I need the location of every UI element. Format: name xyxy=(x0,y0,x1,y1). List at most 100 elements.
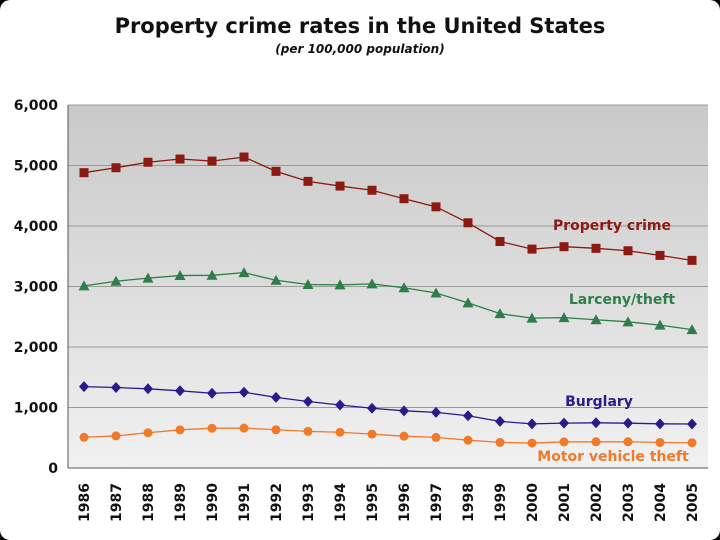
x-tick-label: 2001 xyxy=(557,483,573,522)
series-property-crime xyxy=(79,152,697,265)
data-point xyxy=(207,423,217,433)
data-point xyxy=(687,255,697,265)
series-label: Larceny/theft xyxy=(569,292,676,308)
data-point xyxy=(623,417,633,429)
y-axis: 0 1,000 2,000 3,000 4,000 5,000 6,000 xyxy=(14,98,69,477)
x-tick-label: 2004 xyxy=(653,483,669,522)
x-tick-label: 1996 xyxy=(397,483,413,522)
data-point xyxy=(527,438,537,448)
x-tick-label: 1991 xyxy=(237,483,253,522)
data-point xyxy=(270,274,282,285)
data-point xyxy=(399,194,409,204)
data-point xyxy=(335,399,345,411)
data-point xyxy=(303,396,313,408)
x-tick-label: 1992 xyxy=(269,483,285,522)
data-point xyxy=(591,417,601,429)
data-point xyxy=(431,432,441,442)
x-tick-label: 1990 xyxy=(205,483,221,522)
data-point xyxy=(334,279,346,290)
data-point xyxy=(686,324,698,335)
data-point xyxy=(143,157,153,167)
data-point xyxy=(206,269,218,280)
data-point xyxy=(79,168,89,178)
data-point xyxy=(431,406,441,418)
data-point xyxy=(559,242,569,252)
data-point xyxy=(110,275,122,286)
data-point xyxy=(78,280,90,291)
data-point xyxy=(559,417,569,429)
data-point xyxy=(590,314,602,325)
x-tick-label: 2005 xyxy=(685,483,701,522)
y-tick-label: 1,000 xyxy=(14,401,59,417)
data-point xyxy=(271,425,281,435)
data-point xyxy=(399,405,409,417)
data-point xyxy=(271,166,281,176)
data-point xyxy=(591,243,601,253)
data-point xyxy=(431,202,441,212)
x-tick-label: 1993 xyxy=(301,483,317,522)
data-point xyxy=(366,278,378,289)
data-point xyxy=(239,423,249,433)
data-point xyxy=(79,432,89,442)
data-point xyxy=(494,308,506,319)
data-point xyxy=(367,402,377,414)
data-point xyxy=(655,250,665,260)
data-point xyxy=(526,312,538,323)
x-tick-label: 1994 xyxy=(333,483,349,522)
y-tick-label: 6,000 xyxy=(14,98,59,114)
data-point xyxy=(239,386,249,398)
series-larceny-theft xyxy=(78,267,698,335)
data-point xyxy=(623,437,633,447)
data-point xyxy=(399,431,409,441)
data-point xyxy=(655,418,665,430)
x-tick-label: 1989 xyxy=(173,483,189,522)
series-line xyxy=(83,271,693,331)
data-point xyxy=(335,427,345,437)
chart-subtitle: (per 100,000 population) xyxy=(275,42,445,56)
data-point xyxy=(591,437,601,447)
x-tick-label: 1997 xyxy=(429,483,445,522)
y-tick-label: 4,000 xyxy=(14,219,59,235)
x-tick-label: 2003 xyxy=(621,483,637,522)
data-point xyxy=(462,297,474,308)
data-point xyxy=(175,425,185,435)
series-label: Motor vehicle theft xyxy=(537,449,689,465)
data-point xyxy=(527,244,537,254)
x-tick-label: 1987 xyxy=(109,483,125,522)
series-label: Burglary xyxy=(565,394,633,410)
data-point xyxy=(207,156,217,166)
x-tick-label: 1999 xyxy=(493,483,509,522)
chart-title: Property crime rates in the United State… xyxy=(114,14,606,38)
data-point xyxy=(111,431,121,441)
data-point xyxy=(463,218,473,228)
data-point xyxy=(558,312,570,323)
data-point xyxy=(175,385,185,397)
x-tick-label: 1986 xyxy=(77,483,93,522)
data-point xyxy=(302,279,314,290)
data-point xyxy=(271,391,281,403)
y-tick-label: 3,000 xyxy=(14,280,59,296)
data-point xyxy=(207,387,217,399)
data-point xyxy=(463,410,473,422)
data-point xyxy=(239,152,249,162)
series-motor-vehicle-theft xyxy=(79,423,697,448)
data-point xyxy=(527,418,537,430)
data-point xyxy=(655,437,665,447)
data-point xyxy=(622,316,634,327)
data-point xyxy=(367,429,377,439)
x-tick-label: 1995 xyxy=(365,483,381,522)
data-point xyxy=(111,163,121,173)
data-point xyxy=(654,319,666,330)
data-point xyxy=(238,267,250,278)
series-line xyxy=(83,156,693,262)
y-tick-label: 5,000 xyxy=(14,159,59,175)
x-tick-label: 1998 xyxy=(461,483,477,522)
series-burglary xyxy=(79,381,697,430)
data-point xyxy=(367,185,377,195)
series-line xyxy=(83,427,693,444)
series-labels: Property crime Larceny/theft Burglary Motor… xyxy=(537,218,689,465)
series-group xyxy=(78,152,698,448)
data-point xyxy=(142,272,154,283)
